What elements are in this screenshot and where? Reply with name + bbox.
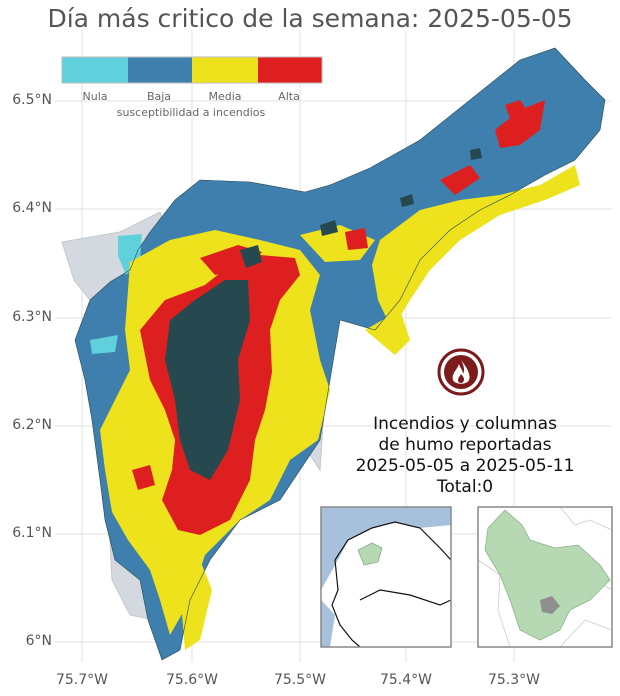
x-tick-label: 75.7°W [55, 672, 108, 688]
legend-swatch-alta [258, 57, 322, 83]
fire-report-total: Total:0 [436, 477, 494, 497]
fire-report-dates: 2025-05-05 a 2025-05-11 [355, 456, 575, 476]
legend-swatch-nula [62, 57, 128, 83]
fire-report-line: de humo reportadas [378, 435, 552, 455]
y-tick-label: 6.1°N [12, 525, 52, 541]
fire-report-text: Incendios y columnas de humo reportadas … [340, 414, 590, 498]
legend-label-alta: Alta [278, 90, 300, 103]
x-tick-label: 75.6°W [165, 672, 218, 688]
y-tick-label: 6.4°N [12, 200, 52, 216]
y-tick-label: 6.3°N [12, 309, 52, 325]
legend-colorbar [61, 56, 323, 84]
x-tick-label: 75.5°W [273, 672, 326, 688]
zone-dark-core [165, 148, 482, 480]
inset-region-map [477, 506, 613, 648]
legend-title: susceptibilidad a incendios [116, 106, 266, 119]
fire-report-line: Incendios y columnas [373, 414, 557, 434]
inset-colombia-map [320, 506, 452, 648]
x-tick-label: 75.4°W [379, 672, 432, 688]
legend-swatch-media [192, 57, 258, 83]
x-tick-label: 75.3°W [487, 672, 540, 688]
fire-icon [437, 348, 485, 396]
map-title: Día más critico de la semana: 2025-05-05 [47, 4, 573, 33]
legend-label-baja: Baja [146, 90, 172, 103]
legend-label-media: Media [208, 90, 242, 103]
y-tick-label: 6°N [25, 633, 52, 649]
legend-label-nula: Nula [82, 90, 108, 103]
antioquia-outline [74, 47, 606, 661]
legend-swatch-baja [128, 57, 192, 83]
y-tick-label: 6.2°N [12, 417, 52, 433]
y-tick-label: 6.5°N [12, 92, 52, 108]
